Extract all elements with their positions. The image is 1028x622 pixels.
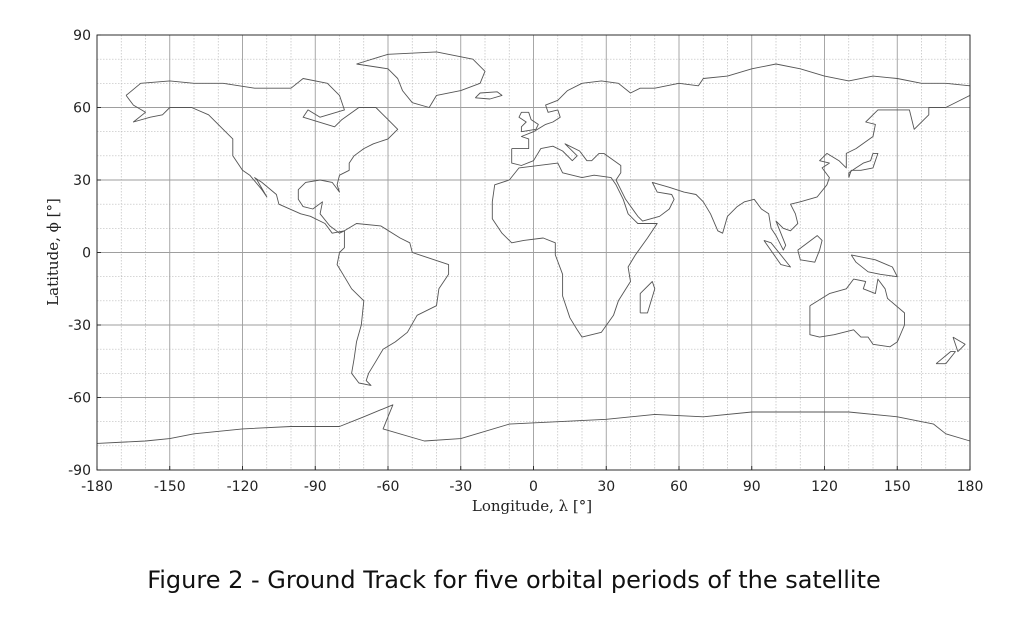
x-tick-label: 0: [529, 479, 538, 495]
x-tick-label: -60: [377, 479, 400, 495]
x-tick-label: 150: [884, 479, 911, 495]
coastline-outline: [763, 239, 791, 268]
coastline-outline: [518, 111, 539, 133]
x-tick-label: -90: [304, 479, 327, 495]
coastline-outline: [96, 404, 971, 444]
x-tick-label: 30: [597, 479, 615, 495]
coastline-outline: [797, 235, 823, 263]
x-tick-label: -150: [154, 479, 186, 495]
coastline-outline: [356, 51, 486, 108]
y-axis-label: Latitude, ϕ [°]: [44, 198, 62, 306]
y-tick-label: 30: [73, 173, 91, 189]
chart-svg: -180 -150 -120 -90 -60 -30 0 30 60 90 120 150 180 90…: [0, 0, 984, 515]
y-axis-ticks: 90 60 30 0 -30 -60 -90: [68, 28, 101, 479]
y-tick-label: -90: [68, 463, 91, 479]
x-tick-label: 90: [743, 479, 761, 495]
coastline-outline: [639, 281, 656, 314]
coastline-outline: [511, 63, 971, 251]
coastline-outline: [809, 278, 905, 348]
x-tick-label: 120: [811, 479, 838, 495]
coastline-outline: [848, 152, 879, 178]
x-tick-label: 180: [957, 479, 984, 495]
x-tick-label: -30: [449, 479, 472, 495]
y-tick-label: 60: [73, 101, 91, 117]
world-coastline-map: [96, 51, 971, 444]
coastline-outline: [474, 91, 503, 100]
y-tick-label: 90: [73, 28, 91, 44]
x-tick-label: -120: [227, 479, 259, 495]
coastline-outline: [125, 78, 399, 234]
x-tick-label: -180: [81, 479, 113, 495]
coastline-outline: [491, 162, 658, 338]
coastline-outline: [935, 351, 956, 365]
coastline-outline: [850, 254, 898, 278]
x-axis-ticks: -180 -150 -120 -90 -60 -30 0 30 60 90 120 150 180: [81, 466, 983, 495]
x-axis-label: Longitude, λ [°]: [472, 497, 592, 515]
y-tick-label: -60: [68, 391, 91, 407]
figure-caption: Figure 2 - Ground Track for five orbital…: [147, 566, 881, 594]
coastline-outline: [952, 336, 966, 353]
coastline-outline: [336, 223, 450, 386]
y-tick-label: -30: [68, 318, 91, 334]
x-tick-label: 60: [670, 479, 688, 495]
y-tick-label: 0: [82, 246, 91, 262]
